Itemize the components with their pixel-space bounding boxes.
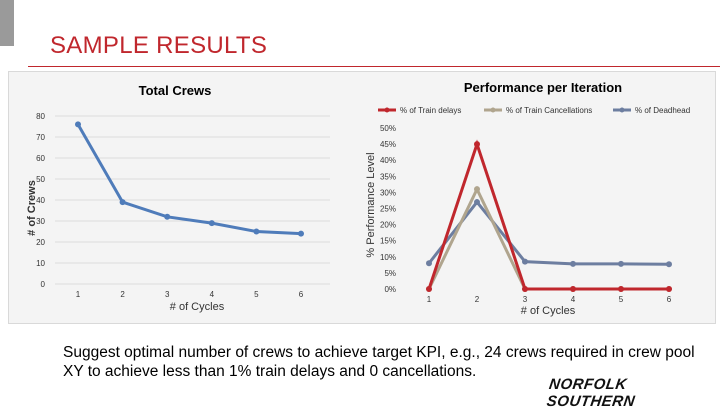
performance-y-tick-label: 15% (380, 237, 396, 246)
crews-chart: 0 10 20 30 40 50 60 70 80 1 2 3 4 5 6 (36, 112, 330, 299)
crews-y-tick-label: 60 (36, 154, 45, 163)
performance-y-tick-label: 20% (380, 221, 396, 230)
crews-data-point (298, 230, 304, 237)
title-divider (28, 66, 720, 67)
legend-marker-train-delays (384, 107, 390, 113)
performance-x-tick-label: 3 (523, 295, 528, 304)
performance-y-tick-label: 50% (380, 124, 396, 133)
train-delays-data-point (618, 286, 624, 292)
deadhead-data-point (474, 199, 480, 206)
legend-label-deadhead: % of Deadhead (635, 106, 690, 115)
legend-marker-train-cancellations (490, 107, 496, 113)
performance-x-tick-label: 6 (667, 295, 672, 304)
crews-x-tick-label: 1 (76, 290, 81, 299)
train-delays-data-point (426, 286, 432, 292)
chart-panel (8, 71, 716, 324)
train-delays-series-line (427, 139, 669, 291)
crews-chart-y-label: # of Crews (26, 180, 38, 236)
deadhead-data-point (426, 260, 432, 267)
train-cancellations-data-point (474, 186, 480, 193)
crews-chart-title: Total Crews (139, 83, 212, 98)
deadhead-series-line (427, 199, 670, 266)
legend-label-train-cancellations: % of Train Cancellations (506, 106, 592, 115)
crews-y-tick-label: 0 (41, 280, 46, 289)
performance-y-tick-label: 10% (380, 253, 396, 262)
crews-x-tick-label: 6 (299, 290, 304, 299)
performance-y-tick-label: 0% (384, 285, 396, 294)
results-caption: Suggest optimal number of crews to achie… (63, 344, 695, 380)
crews-x-tick-label: 4 (210, 290, 215, 299)
crews-data-point (253, 228, 260, 235)
performance-y-tick-label: 35% (380, 172, 396, 181)
crews-series-line (76, 123, 302, 236)
crews-y-tick-label: 10 (36, 259, 45, 268)
train-delays-data-point (570, 286, 576, 292)
crews-y-tick-label: 30 (36, 217, 45, 226)
crews-chart-x-label: # of Cycles (170, 301, 225, 313)
train-delays-data-point (666, 286, 672, 292)
performance-x-tick-label: 5 (619, 295, 624, 304)
performance-y-tick-label: 45% (380, 140, 396, 149)
crews-data-point (208, 220, 215, 227)
performance-y-tick-label: 40% (380, 156, 396, 165)
performance-chart-title: Performance per Iteration (464, 80, 622, 95)
performance-chart-x-label: # of Cycles (521, 305, 576, 317)
crews-data-point (75, 121, 81, 128)
crews-y-tick-label: 40 (36, 196, 45, 205)
crews-y-tick-label: 80 (36, 112, 45, 121)
corner-accent-bar (0, 0, 28, 46)
performance-legend: % of Train delays % of Train Cancellation… (378, 106, 690, 115)
crews-x-tick-label: 2 (120, 290, 125, 299)
crews-y-tick-label: 70 (36, 133, 45, 142)
performance-x-tick-label: 4 (571, 295, 576, 304)
deadhead-data-point (522, 258, 528, 265)
train-delays-data-point (474, 141, 480, 148)
performance-y-tick-label: 25% (380, 205, 396, 214)
legend-marker-deadhead (619, 107, 625, 113)
legend-label-train-delays: % of Train delays (400, 106, 461, 115)
performance-chart-y-label: % Performance Level (365, 152, 377, 257)
crews-y-tick-label: 20 (36, 238, 45, 247)
deadhead-data-point (666, 261, 672, 268)
crews-x-tick-label: 3 (165, 290, 170, 299)
crews-data-point (119, 199, 126, 206)
train-delays-data-point (522, 286, 528, 292)
performance-y-tick-label: 5% (384, 269, 396, 278)
performance-x-tick-label: 2 (475, 295, 480, 304)
crews-y-tick-label: 50 (36, 175, 45, 184)
crews-x-tick-label: 5 (254, 290, 259, 299)
performance-x-tick-label: 1 (427, 295, 432, 304)
performance-chart: 0% 5% 10% 15% 20% 25% 30% 35% 40% 45% 50% 1 2 3 4 5 6 (380, 124, 672, 304)
deadhead-data-point (570, 260, 576, 267)
performance-y-tick-label: 30% (380, 188, 396, 197)
crews-data-point (164, 213, 171, 220)
deadhead-data-point (618, 260, 624, 267)
train-cancellations-series-line (427, 185, 669, 291)
slide-title: SAMPLE RESULTS (50, 32, 268, 59)
company-logo: NORFOLK SOUTHERN (546, 374, 718, 410)
